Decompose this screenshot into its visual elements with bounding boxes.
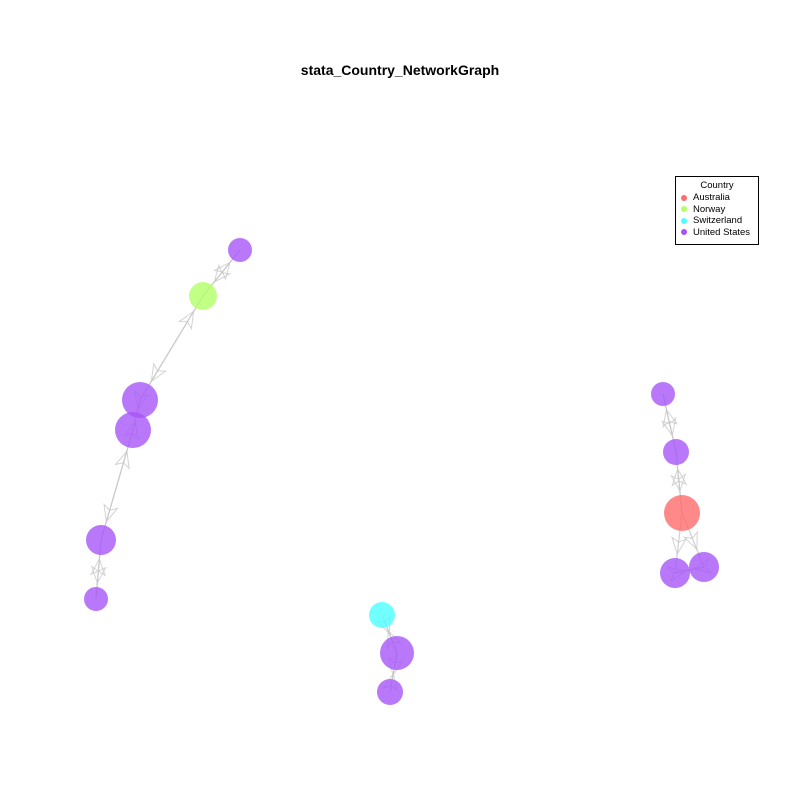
legend-label: United States — [693, 226, 751, 238]
arrowhead-n2-n3 — [150, 362, 168, 383]
node-n4 — [115, 412, 151, 448]
node-n11 — [689, 552, 719, 582]
legend-items: Australia Norway Switzerland United States — [676, 192, 758, 238]
legend-item-switzerland: Switzerland — [676, 215, 758, 227]
legend-swatch — [681, 194, 687, 201]
node-n8 — [663, 439, 689, 465]
arrowhead-n7-n8 — [660, 416, 677, 437]
arrowhead-n9-n10 — [671, 536, 688, 556]
arrowhead-n3-n2 — [177, 310, 195, 331]
legend-swatch — [681, 217, 687, 224]
arrowhead-n2-n1 — [212, 261, 231, 281]
node-n5 — [86, 525, 116, 555]
node-n9 — [664, 495, 700, 531]
arrowhead-n8-n7 — [662, 408, 679, 429]
node-n10 — [660, 558, 690, 588]
arrowhead-n6-n5 — [89, 557, 106, 577]
arrowhead-n9-n8 — [671, 467, 688, 487]
arrowhead-n5-n4 — [114, 449, 130, 470]
node-n1 — [228, 238, 252, 262]
legend-item-australia: Australia — [676, 192, 758, 204]
node-n7 — [651, 382, 675, 406]
node-n3 — [122, 382, 158, 418]
node-n6 — [84, 587, 108, 611]
arrowhead-n4-n5 — [103, 503, 119, 523]
legend-swatch — [681, 229, 687, 236]
arrowhead-n9-n11 — [682, 530, 698, 551]
legend-item-united-states: United States — [676, 227, 758, 239]
edge-n3-n2 — [139, 295, 204, 401]
legend-label: Australia — [693, 192, 730, 204]
node-n2 — [189, 282, 217, 310]
legend-label: Norway — [693, 203, 726, 215]
chart-title: stata_Country_NetworkGraph — [300, 62, 500, 78]
node-n13 — [380, 636, 414, 670]
node-n14 — [377, 679, 403, 705]
legend-swatch — [681, 206, 687, 213]
legend-title: Country — [700, 180, 734, 191]
legend: Country Australia Norway Switzerland United… — [675, 176, 759, 245]
node-layer — [84, 238, 719, 705]
legend-item-norway: Norway — [676, 204, 758, 216]
node-n12 — [369, 602, 395, 628]
legend-label: Switzerland — [693, 215, 743, 227]
